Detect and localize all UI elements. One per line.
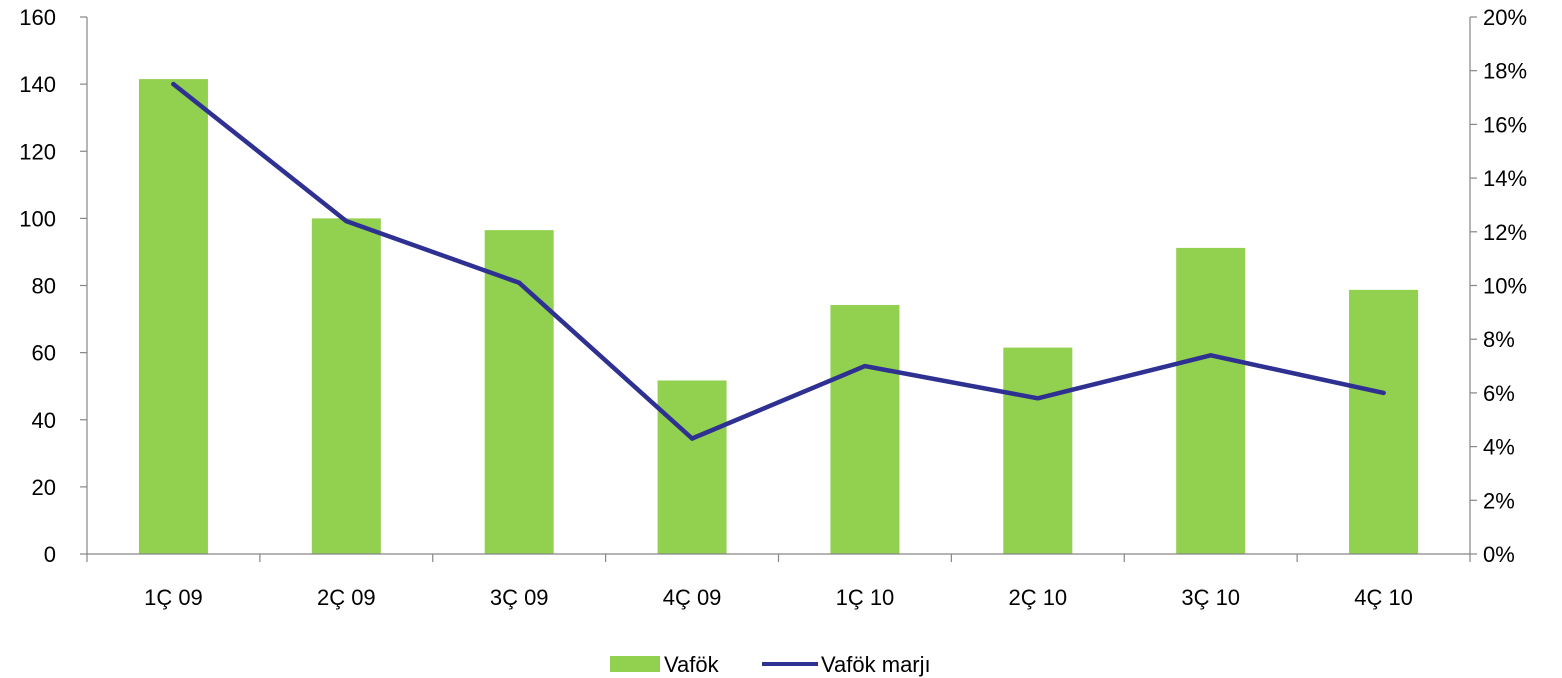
legend-label-vafok-marji: Vafök marjı <box>821 652 931 677</box>
y-right-tick-label: 8% <box>1483 327 1515 352</box>
y-left-tick-label: 60 <box>32 341 56 366</box>
x-tick-label: 1Ç 09 <box>144 585 203 610</box>
line-series-vafok-marji <box>171 81 1386 441</box>
bar-2 <box>311 218 381 554</box>
x-tick-label: 3Ç 10 <box>1181 585 1240 610</box>
y-right-tick-label: 18% <box>1483 59 1527 84</box>
legend-swatch-vafok <box>610 656 660 672</box>
y-left-tick-label: 140 <box>19 72 56 97</box>
x-tick-label: 1Ç 10 <box>836 585 895 610</box>
bar-1 <box>138 79 208 554</box>
y-right-tick-label: 20% <box>1483 5 1527 30</box>
y-right-tick-label: 2% <box>1483 488 1515 513</box>
margin-line <box>171 81 1386 441</box>
y-left-tick-label: 120 <box>19 139 56 164</box>
y-right-tick-label: 12% <box>1483 220 1527 245</box>
y-right-tick-label: 0% <box>1483 542 1515 567</box>
margin-point-3 <box>516 280 522 286</box>
margin-point-8 <box>1381 390 1386 396</box>
bar-7 <box>1176 247 1246 554</box>
y-right-tick-label: 14% <box>1483 166 1527 191</box>
legend: Vafök Vafök marjı <box>610 652 931 677</box>
bar-4 <box>657 380 727 554</box>
legend-label-vafok: Vafök <box>664 652 720 677</box>
tick-labels: 0 20 40 60 80 100 120 140 160 0% 2% 4% 6% 8% 10% 12% 14%… <box>19 5 1527 610</box>
margin-point-7 <box>1208 353 1213 358</box>
y-left-tick-label: 40 <box>32 408 56 433</box>
y-left-tick-label: 160 <box>19 5 56 30</box>
bar-5 <box>830 304 900 554</box>
y-left-tick-label: 80 <box>32 274 56 299</box>
x-tick-label: 2Ç 10 <box>1008 585 1067 610</box>
y-right-tick-label: 6% <box>1483 381 1515 406</box>
y-right-tick-label: 16% <box>1483 112 1527 137</box>
x-tick-label: 4Ç 09 <box>663 585 722 610</box>
bar-3 <box>484 230 554 554</box>
bar-series-vafok <box>138 79 1419 554</box>
y-right-tick-label: 4% <box>1483 435 1515 460</box>
y-left-tick-label: 0 <box>44 542 56 567</box>
y-right-tick-label: 10% <box>1483 274 1527 299</box>
axes <box>80 16 1477 562</box>
x-tick-label: 3Ç 09 <box>490 585 549 610</box>
margin-point-2 <box>344 218 349 224</box>
margin-point-6 <box>1035 396 1041 401</box>
bar-8 <box>1349 289 1419 554</box>
margin-point-5 <box>862 363 868 369</box>
bar-6 <box>1003 347 1073 554</box>
margin-point-4 <box>689 436 695 441</box>
y-left-tick-label: 20 <box>32 475 56 500</box>
x-tick-label: 2Ç 09 <box>317 585 376 610</box>
margin-point-1 <box>171 81 176 87</box>
y-left-tick-label: 100 <box>19 206 56 231</box>
x-tick-label: 4Ç 10 <box>1354 585 1413 610</box>
